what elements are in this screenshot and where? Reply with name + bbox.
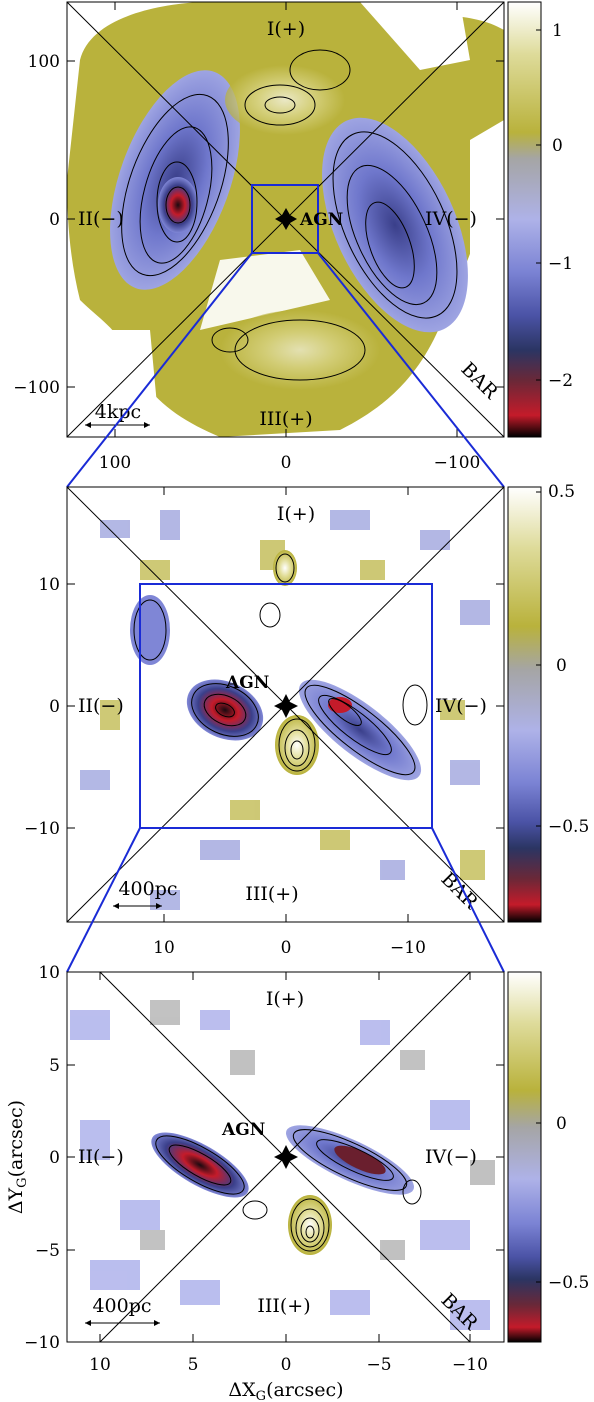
scale-bar-label: 400pc (118, 878, 177, 900)
zoom-box (251, 184, 319, 254)
agn-star-icon (274, 1145, 298, 1169)
colorbar-tick-label: 1 (552, 21, 563, 41)
zoom-connector (66, 827, 141, 973)
x-tick-label: −10 (390, 938, 426, 958)
y-tick-label: 0 (49, 210, 60, 230)
noise-patches-gray (140, 1000, 495, 1260)
quadrant-label-right: IV(−) (435, 695, 487, 717)
y-tick-label: −10 (24, 819, 60, 839)
noise-patches-olive (100, 540, 485, 880)
y-axis-title: ΔYG(arcsec) (5, 1100, 30, 1214)
colorbar (507, 971, 542, 1343)
region-I-blob (225, 65, 345, 135)
y-tick-label: 10 (38, 963, 60, 983)
y-tick-label: 10 (38, 575, 60, 595)
panel-medium: 10 0 −10 10 0 −10 I(+) II(−) IV(−) III(+… (24, 482, 589, 958)
colorbar-ticks (536, 1122, 541, 1283)
region-IV-blob (322, 117, 468, 333)
x-tick-label: 10 (153, 938, 175, 958)
colorbar-tick-label: 0.5 (548, 482, 575, 502)
x-tick-label: 0 (281, 1355, 292, 1375)
tick-marks (67, 971, 504, 1343)
scale-bar-arrowheads (113, 903, 162, 909)
region-II-outer-blob (130, 595, 170, 665)
y-tick-label: −5 (35, 1241, 60, 1261)
zoom-box (139, 583, 433, 829)
region-IV-core (328, 697, 352, 713)
tick-marks (67, 487, 504, 922)
colorbar-tick-label: 0 (556, 1114, 567, 1134)
noise-patches (80, 510, 490, 910)
x-tick-label: −10 (452, 1355, 488, 1375)
white-gap-left (67, 300, 160, 437)
region-IV-core (334, 1145, 386, 1175)
region-I-blob (273, 550, 297, 586)
white-gap-bar (200, 250, 330, 330)
quadrant-label-bottom: III(+) (245, 883, 298, 905)
colorbar-ticks (536, 29, 541, 381)
scale-bar-label: 400pc (92, 1295, 151, 1317)
y-tick-label: −10 (24, 1333, 60, 1353)
agn-label: AGN (221, 1120, 265, 1140)
colorbar-tick-label: −0.5 (548, 817, 589, 837)
colorbar (507, 486, 542, 923)
quadrant-label-right: IV(−) (425, 1146, 477, 1168)
agn-star-icon (275, 208, 297, 230)
region-III-blob (288, 1195, 332, 1255)
y-tick-label: 100 (28, 52, 60, 72)
panel-small: 10 5 0 −5 −10 10 5 0 −5 −10 I(+) II(−) I… (5, 963, 589, 1402)
y-tick-label: 0 (49, 1148, 60, 1168)
quadrant-label-bottom: III(+) (257, 1295, 310, 1317)
x-tick-label: 10 (89, 1355, 111, 1375)
x-tick-label: −5 (366, 1355, 391, 1375)
x-tick-label: 0 (281, 453, 292, 473)
quadrant-label-top: I(+) (277, 503, 315, 525)
colorbar-ticks (536, 491, 541, 827)
region-III-blob (220, 310, 380, 390)
quadrant-label-right: IV(−) (425, 208, 477, 230)
quadrant-label-top: I(+) (266, 988, 304, 1010)
tick-marks (67, 2, 504, 437)
x-tick-label: −100 (434, 453, 481, 473)
region-II-core (158, 177, 198, 233)
zoom-connector (431, 827, 505, 973)
quadrant-label-left: II(−) (78, 1146, 124, 1168)
quadrant-label-top: I(+) (267, 18, 305, 40)
zoom-connector (317, 252, 505, 488)
y-tick-label: −100 (13, 378, 60, 398)
agn-label: AGN (299, 210, 343, 230)
quadrant-label-left: II(−) (78, 695, 124, 717)
colorbar-tick-label: 0 (552, 136, 563, 156)
region-II-blob (151, 1132, 249, 1198)
contours (155, 1129, 422, 1252)
noise-patches (70, 1010, 490, 1330)
colorbar-tick-label: −1 (548, 254, 573, 274)
region-III-blob (275, 715, 319, 775)
white-gap-right (470, 120, 504, 300)
x-tick-label: 5 (188, 1355, 199, 1375)
contours (133, 553, 428, 776)
x-axis-title: ΔXG(arcsec) (228, 1379, 343, 1402)
region-II-blob (186, 679, 264, 741)
quadrant-label-bottom: III(+) (259, 408, 312, 430)
x-tick-label: 100 (99, 453, 131, 473)
scale-bar-label: 4kpc (95, 401, 141, 423)
panel-large: 100 0 −100 100 0 −100 I(+) II(−) IV(−) I… (13, 1, 573, 473)
x-tick-label: 0 (281, 938, 292, 958)
y-tick-label: 5 (49, 1056, 60, 1076)
zoom-connector (66, 252, 253, 488)
agn-label: AGN (225, 673, 269, 693)
colorbar-tick-label: −2 (548, 371, 573, 391)
agn-star-icon (274, 694, 298, 718)
white-gap-top (360, 2, 470, 70)
colorbar-tick-label: −0.5 (548, 1273, 589, 1293)
y-tick-label: 0 (49, 697, 60, 717)
colorbar-tick-label: 0 (556, 656, 567, 676)
contours (121, 49, 458, 381)
colorbar (507, 1, 542, 438)
quadrant-label-left: II(−) (78, 208, 124, 230)
